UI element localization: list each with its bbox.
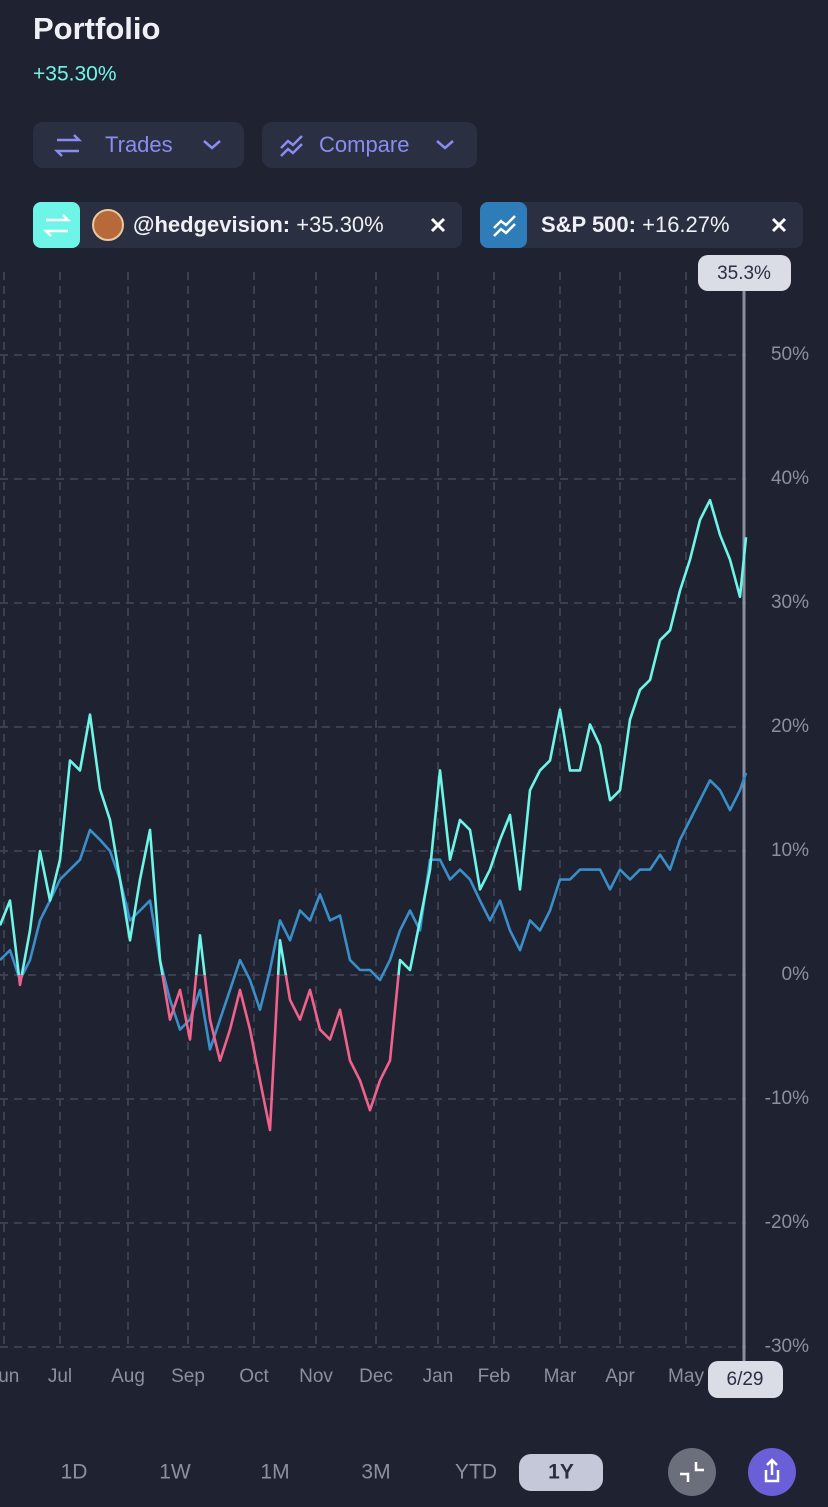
button-label: Trades [105,132,173,157]
x-tick-label: Nov [299,1366,333,1387]
avatar [92,209,124,241]
cursor-date-bg [708,1361,783,1398]
legend-chip[interactable]: @hedgevision: +35.30% [33,202,462,248]
swatch-icon [42,214,72,237]
swatch-icon [493,215,516,237]
collapse-icon [680,1462,704,1482]
range-option[interactable]: 3M [361,1461,390,1484]
y-tick-label: -10% [765,1088,809,1109]
x-tick-label: May [668,1366,704,1387]
range-option[interactable]: 1Y [548,1461,574,1484]
range-selector: 1D 1W 1M 3M YTD 1Y [61,1454,603,1491]
chevron [203,140,221,150]
legend-name: S&P 500: [541,212,636,237]
chip-bg [33,202,462,248]
legend-text: @hedgevision: +35.30% [133,212,384,237]
y-tick-label: 0% [782,964,810,985]
chip-swatch [480,202,527,248]
range-option[interactable]: 1W [159,1461,191,1484]
y-tick-label: 50% [771,344,809,365]
x-tick-label: Aug [111,1366,145,1387]
x-tick-label: Jun [0,1366,19,1387]
button-bg [262,122,477,168]
trades-icon [53,134,83,157]
y-tick-label: 20% [771,716,809,737]
x-tick-label: Dec [359,1366,393,1387]
compare-button[interactable]: Compare [262,122,477,168]
legend-change: +16.27% [642,212,729,237]
compare-icon [280,135,303,157]
button-bg [33,122,244,168]
y-tick-label: 30% [771,592,809,613]
chip-swatch [33,202,80,248]
chip-bg [480,202,803,248]
x-tick-label: Oct [239,1366,269,1387]
share-icon [764,1458,780,1483]
y-tick-label: 40% [771,468,809,489]
x-tick-label: Jul [48,1366,72,1387]
legend-text: S&P 500: +16.27% [541,212,730,237]
close-icon[interactable] [430,217,446,233]
selected-range-bg[interactable] [519,1454,603,1491]
trades-button[interactable]: Trades [33,122,244,168]
legend-chip[interactable]: S&P 500: +16.27% [480,202,803,248]
portfolio-change: +35.30% [33,63,117,86]
cursor-value-bg [698,255,791,291]
legend-name: @hedgevision: [133,212,290,237]
x-tick-label: Feb [478,1366,511,1387]
button-bg [668,1448,716,1496]
x-tick-label: Jan [423,1366,454,1387]
range-option[interactable]: 1D [61,1461,88,1484]
button-label: Compare [319,132,409,157]
series-line [0,772,748,1051]
y-tick-label: -20% [765,1212,809,1233]
collapse-button[interactable] [668,1448,716,1496]
x-tick-label: Sep [171,1366,205,1387]
legend-change: +35.30% [296,212,383,237]
series-line [0,498,748,1132]
x-tick-label: Apr [605,1366,635,1387]
chart: 50% 40% 30% 20% 10% 0% -10% -20% -30% Jun Jul Aug Se… [0,255,809,1398]
close-icon[interactable] [771,217,787,233]
share-button[interactable] [748,1448,796,1496]
y-tick-label: -30% [765,1336,809,1357]
y-tick-label: 10% [771,840,809,861]
x-tick-label: Mar [544,1366,577,1387]
range-option[interactable]: 1M [260,1461,289,1484]
cursor-date-label: 6/29 [727,1369,764,1390]
range-option[interactable]: YTD [455,1461,497,1484]
chevron [436,140,454,150]
cursor-value-label: 35.3% [717,263,771,284]
title: Portfolio [33,11,160,46]
